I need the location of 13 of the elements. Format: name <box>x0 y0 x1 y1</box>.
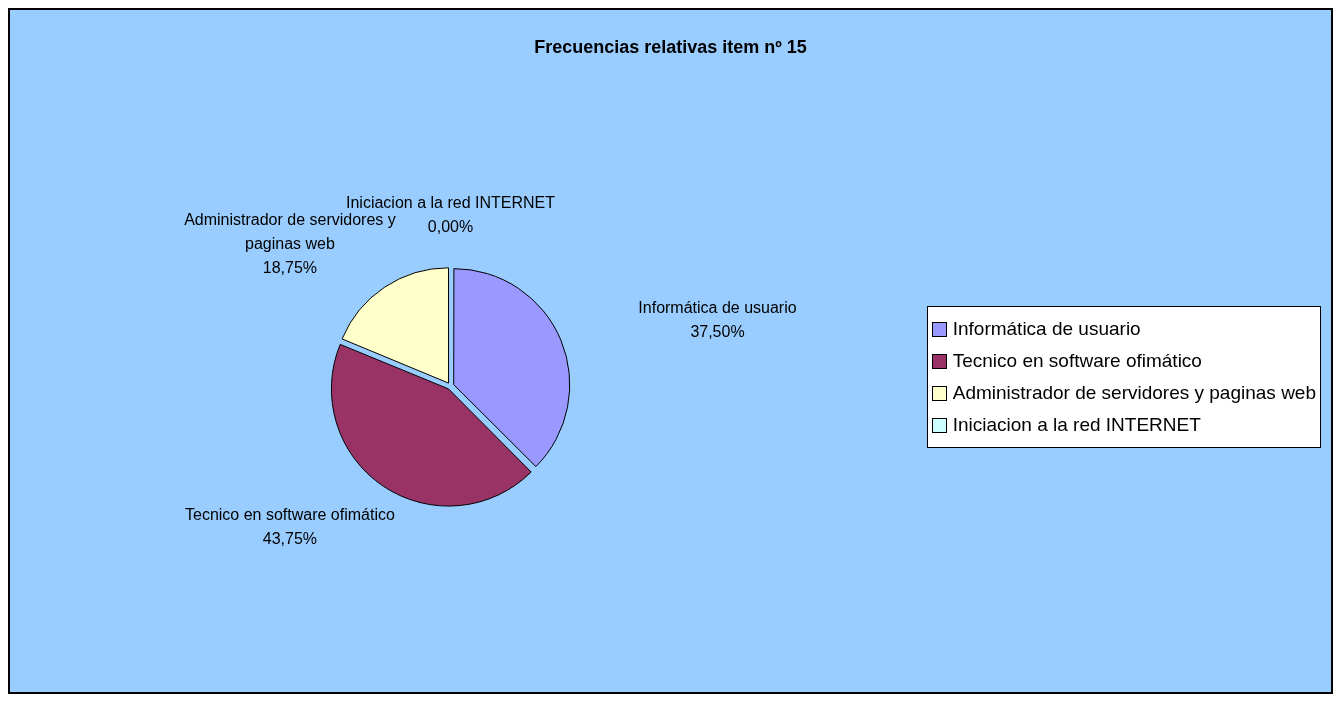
data-label: 37,50% <box>690 323 745 341</box>
legend-label: Tecnico en software ofimático <box>952 350 1202 372</box>
slice-label: Administrador de servidores y paginas web <box>184 211 396 253</box>
chart-title: Frecuencias relativas item nº 15 <box>534 36 807 57</box>
data-label: 18,75% <box>262 259 318 277</box>
data-label: 43,75% <box>262 529 318 547</box>
legend-label: Administrador de servidores y paginas web <box>952 382 1316 404</box>
slice-label: Tecnico en software ofimático <box>185 505 395 523</box>
category-label: Iniciacion a la red INTERNET <box>346 194 555 212</box>
text: 0,00% <box>427 218 474 236</box>
legend-label: Iniciacion a la red INTERNET <box>952 414 1201 436</box>
legend-label: Informática de usuario <box>952 318 1141 340</box>
slice-label: Informática de usuario <box>638 299 797 317</box>
